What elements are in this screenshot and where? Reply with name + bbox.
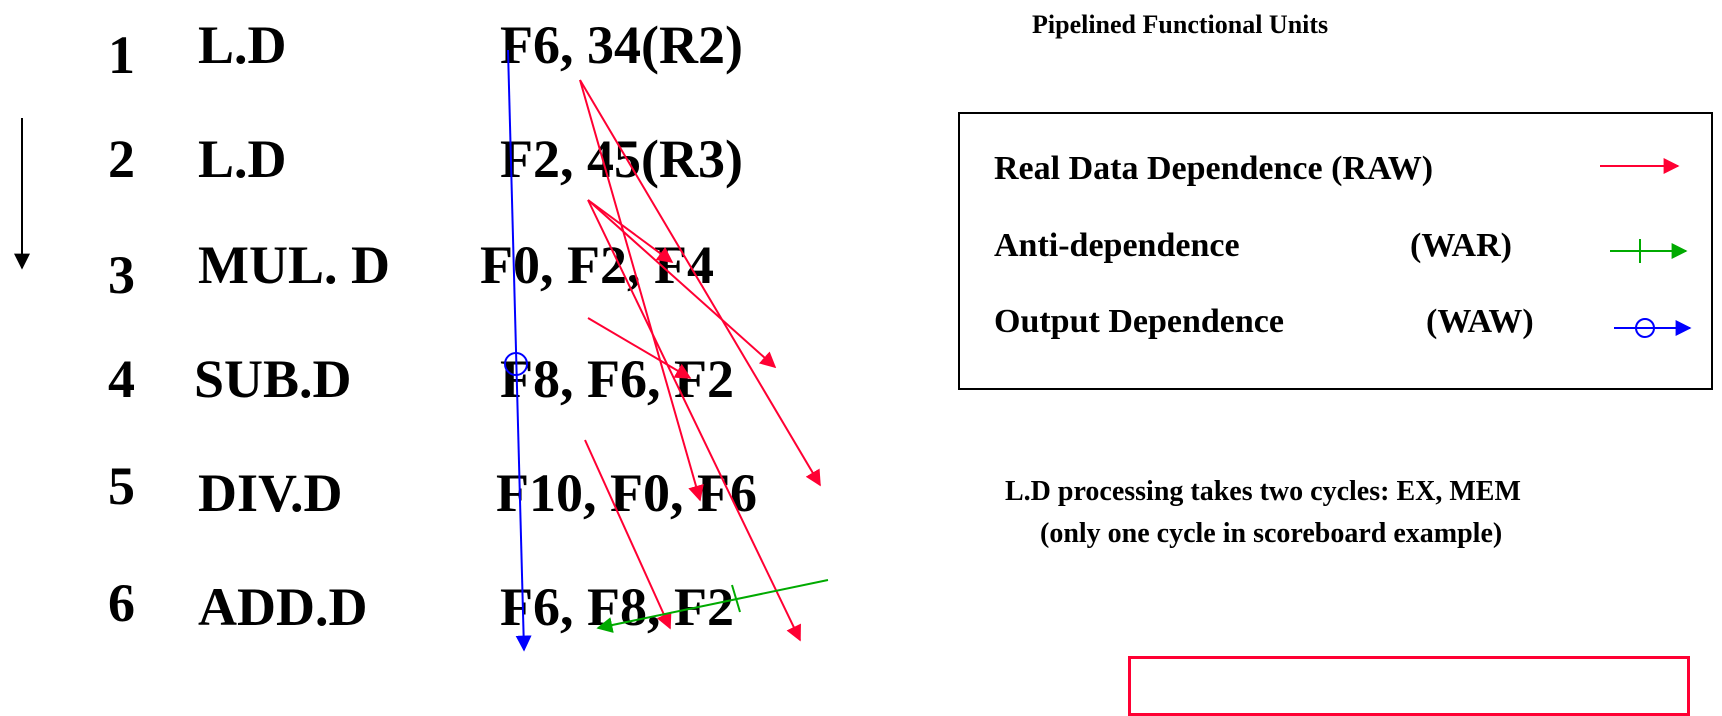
instr-2-opcode: L.D bbox=[198, 129, 287, 189]
instr-6-number: 6 bbox=[108, 573, 135, 633]
instr-4-operands: F8, F6, F2 bbox=[500, 349, 734, 409]
raw-arrow-2-6 bbox=[587, 199, 801, 642]
legend-raw-label: Real Data Dependence (RAW) bbox=[994, 150, 1434, 187]
instr-2-number: 2 bbox=[108, 129, 135, 189]
war-tick-marker bbox=[731, 584, 741, 613]
note-line-1: L.D processing takes two cycles: EX, MEM bbox=[1005, 476, 1521, 507]
instr-2-operands: F2, 45(R3) bbox=[500, 129, 743, 189]
raw-arrow-4-6 bbox=[584, 439, 672, 630]
note-line-2: (only one cycle in scoreboard example) bbox=[1040, 518, 1503, 549]
instr-3-operands: F0, F2, F4 bbox=[480, 235, 714, 295]
raw-arrow-1-4 bbox=[579, 79, 704, 502]
instr-1-number: 1 bbox=[108, 25, 135, 85]
instr-3-opcode: MUL. D bbox=[198, 235, 390, 295]
instr-4-opcode: SUB.D bbox=[194, 349, 352, 409]
raw-arrow-1-5 bbox=[579, 79, 821, 487]
raw-arrow-2-3 bbox=[587, 199, 674, 263]
instr-1-operands: F6, 34(R2) bbox=[500, 15, 743, 75]
legend-war-label: Anti-dependence bbox=[994, 227, 1240, 264]
legend-waw-tag: (WAW) bbox=[1426, 303, 1534, 340]
raw-arrow-3-5 bbox=[587, 317, 692, 379]
page-title: Pipelined Functional Units bbox=[1032, 10, 1329, 39]
legend-waw-label: Output Dependence bbox=[994, 303, 1284, 340]
instr-5-operands: F10, F0, F6 bbox=[496, 463, 757, 523]
dependence-arrows bbox=[14, 49, 1692, 652]
raw-arrow-2-4 bbox=[587, 199, 777, 369]
waw-circle-marker bbox=[504, 352, 528, 376]
instr-1-opcode: L.D bbox=[198, 15, 287, 75]
instr-4-number: 4 bbox=[108, 349, 135, 409]
instr-6-opcode: ADD.D bbox=[198, 577, 368, 637]
instr-5-number: 5 bbox=[108, 456, 135, 516]
instr-3-number: 3 bbox=[108, 245, 135, 305]
war-arrow-5-6 bbox=[596, 579, 829, 633]
waw-arrow-1-6 bbox=[507, 49, 532, 652]
instr-5-opcode: DIV.D bbox=[198, 463, 343, 523]
legend-box bbox=[958, 112, 1713, 390]
legend-war-tag: (WAR) bbox=[1410, 227, 1512, 264]
legend-waw-sample-circle bbox=[1635, 318, 1655, 338]
